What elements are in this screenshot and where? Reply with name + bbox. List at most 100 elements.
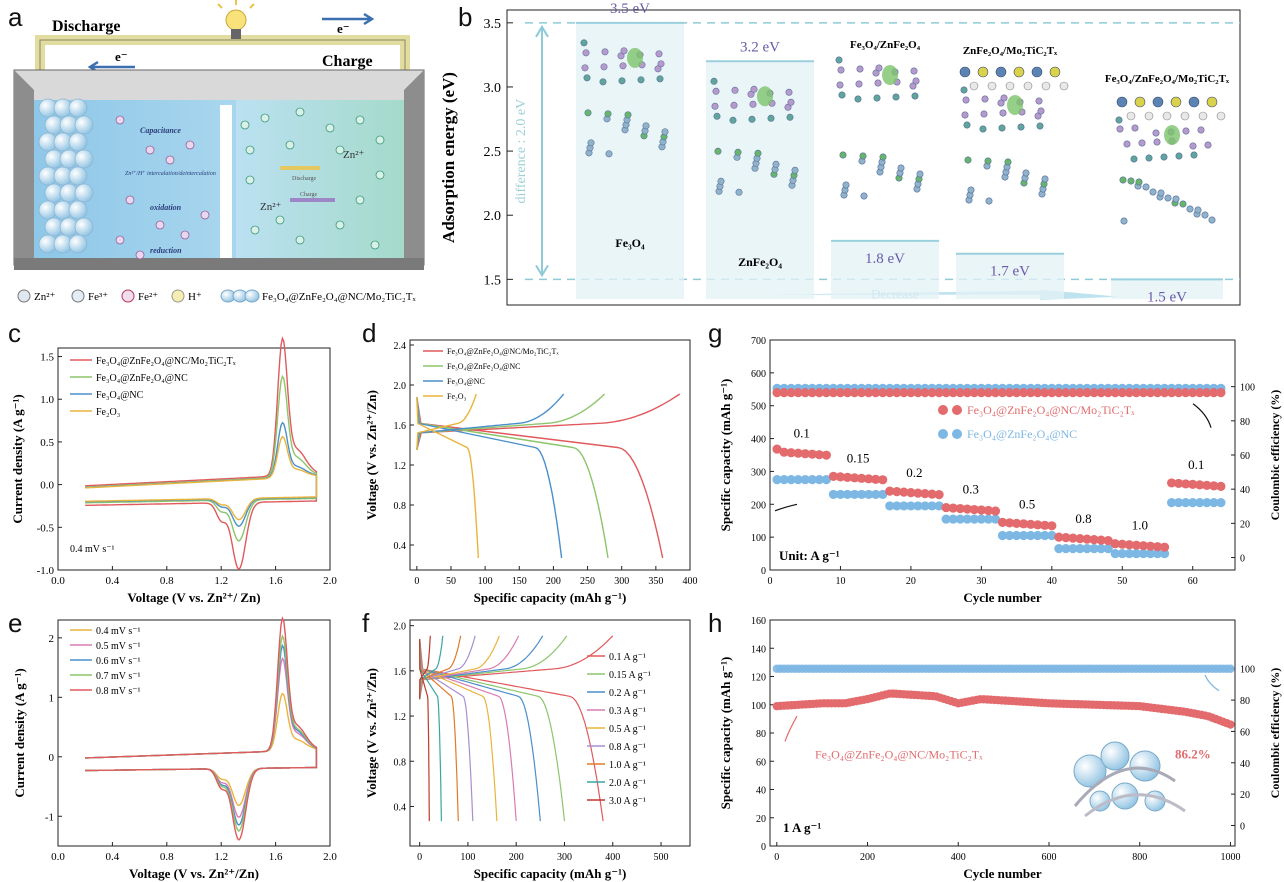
- ion-particle: [135, 250, 145, 260]
- x-tick-label: 400: [605, 852, 620, 863]
- legend-label: 0.15 A g⁻¹: [609, 670, 651, 681]
- capacity-point: [835, 472, 846, 482]
- ce-point: [1181, 388, 1191, 398]
- axis-arrow-left: [784, 715, 798, 742]
- ce-point: [814, 388, 824, 398]
- discharge-curve: [419, 639, 459, 822]
- capacity-point: [1152, 548, 1163, 559]
- capacity-point: [821, 475, 831, 485]
- cv-curves-chart: 0.0 0.4 0.8 1.2 1.6 2.0 -1.0 -0.5 0.0 0.5 1.0 1.5 Vo…: [10, 336, 337, 605]
- atom-marker: [963, 121, 971, 129]
- ce-point: [1166, 388, 1177, 398]
- ce-point: [1040, 388, 1050, 398]
- legend-label: Fe₃O₄@NC: [447, 377, 485, 386]
- x-tick-label: 400: [683, 576, 698, 587]
- atom-marker: [787, 98, 795, 106]
- charge-density-blob: [757, 86, 773, 107]
- capacity-point: [1019, 519, 1029, 529]
- atom-marker: [582, 49, 590, 57]
- ion-particle: [200, 210, 210, 220]
- svg-text:Zn²⁺: Zn²⁺: [34, 291, 56, 303]
- capacity-point: [1181, 479, 1191, 489]
- atom-marker: [750, 85, 758, 93]
- mxene-atom: [977, 66, 989, 78]
- ce-point: [864, 388, 874, 398]
- series-label: Fe₃O₄@ZnFe₂O₄@NC/Mo₂TiC₂Tₓ: [815, 747, 983, 761]
- capacity-point: [871, 474, 881, 484]
- ce-point: [807, 388, 817, 398]
- atom-marker: [1175, 152, 1183, 160]
- panel-label-a: a: [8, 2, 23, 32]
- ce-point: [835, 388, 846, 398]
- atom-marker: [916, 170, 924, 178]
- atom-marker: [879, 153, 887, 161]
- rate-label: 1.0: [1132, 518, 1148, 533]
- capacity-point: [1026, 530, 1036, 541]
- capacity-point: [1131, 548, 1141, 559]
- anode-sphere: [68, 234, 88, 254]
- capacity-point: [1152, 542, 1163, 552]
- anode-sphere: [74, 183, 94, 203]
- x-tick-label: 1.6: [269, 575, 283, 587]
- atom-marker: [875, 64, 883, 72]
- structure-label: Fe₃O₄/ZnFe₂O₄: [850, 39, 921, 51]
- capacity-point: [1068, 544, 1078, 554]
- x-tick-label: 0.0: [51, 851, 65, 863]
- composite-sphere: [1129, 750, 1161, 782]
- capacity-point: [864, 474, 874, 484]
- legend-marker: [952, 405, 962, 415]
- energy-value-label: 3.5 eV: [610, 1, 650, 17]
- separator: [220, 105, 232, 260]
- panel-label-f: f: [362, 608, 370, 638]
- x-tick-label: 0.4: [106, 575, 120, 587]
- capacity-point: [1124, 548, 1134, 559]
- capacity-point: [955, 514, 965, 524]
- anode-sphere: [74, 217, 94, 237]
- capacity-point: [927, 501, 937, 511]
- atom-marker: [730, 101, 738, 109]
- ion-particle: [295, 107, 305, 117]
- cv-curve: [85, 374, 318, 542]
- cv-curve: [85, 692, 318, 807]
- light-bulb-icon: [217, 0, 255, 39]
- capacity-point: [983, 505, 994, 516]
- difference-label: difference : 2.0 eV: [514, 99, 529, 204]
- atom-marker: [599, 78, 607, 86]
- y-tick-label: 600: [751, 369, 766, 380]
- atom-marker: [1123, 140, 1131, 148]
- atom-marker: [735, 188, 743, 196]
- atom-marker: [892, 93, 900, 101]
- charge-curve: [419, 635, 544, 700]
- ce-point: [1004, 388, 1015, 398]
- capacity-point: [1061, 533, 1071, 543]
- rate-label: 0.15: [847, 450, 870, 465]
- ce-point: [1103, 388, 1113, 398]
- charge-density-blob: [627, 47, 643, 68]
- capacity-point: [1124, 540, 1134, 550]
- x-axis-label: Voltage (V vs. Zn²⁺/Zn): [129, 866, 259, 881]
- cv-scan-rates-chart: 0.0 0.4 0.8 1.2 1.6 2.0 -1 0 1 2 Voltage (V vs. Zn…: [12, 616, 337, 881]
- x-tick-label: 20: [906, 576, 916, 587]
- legend-label: 0.5 A g⁻¹: [609, 724, 646, 735]
- y2-tick-label: 40: [1240, 759, 1250, 770]
- atom-marker: [1022, 169, 1030, 177]
- atom-marker: [620, 47, 628, 55]
- x-tick-label: 50: [446, 576, 456, 587]
- ce-point: [1226, 664, 1235, 673]
- atom-marker: [1172, 195, 1180, 203]
- capacity-point: [1159, 548, 1170, 559]
- atom-marker: [1000, 94, 1008, 102]
- capacity-point: [1117, 548, 1127, 559]
- y-tick-label: 700: [751, 336, 766, 347]
- atom-marker: [859, 152, 867, 160]
- anode-spheres: [38, 98, 94, 254]
- y2-tick-label: 20: [1240, 790, 1250, 801]
- retention-label: 86.2%: [1175, 746, 1211, 761]
- atom-marker: [1145, 154, 1153, 162]
- atom-marker: [1131, 124, 1139, 132]
- y-tick-label: 2.5: [484, 145, 502, 160]
- x-tick-label: 40: [1047, 576, 1057, 587]
- x-tick-label: 10: [835, 576, 845, 587]
- y2-tick-label: 0: [1240, 821, 1245, 832]
- cv-curve: [85, 435, 318, 521]
